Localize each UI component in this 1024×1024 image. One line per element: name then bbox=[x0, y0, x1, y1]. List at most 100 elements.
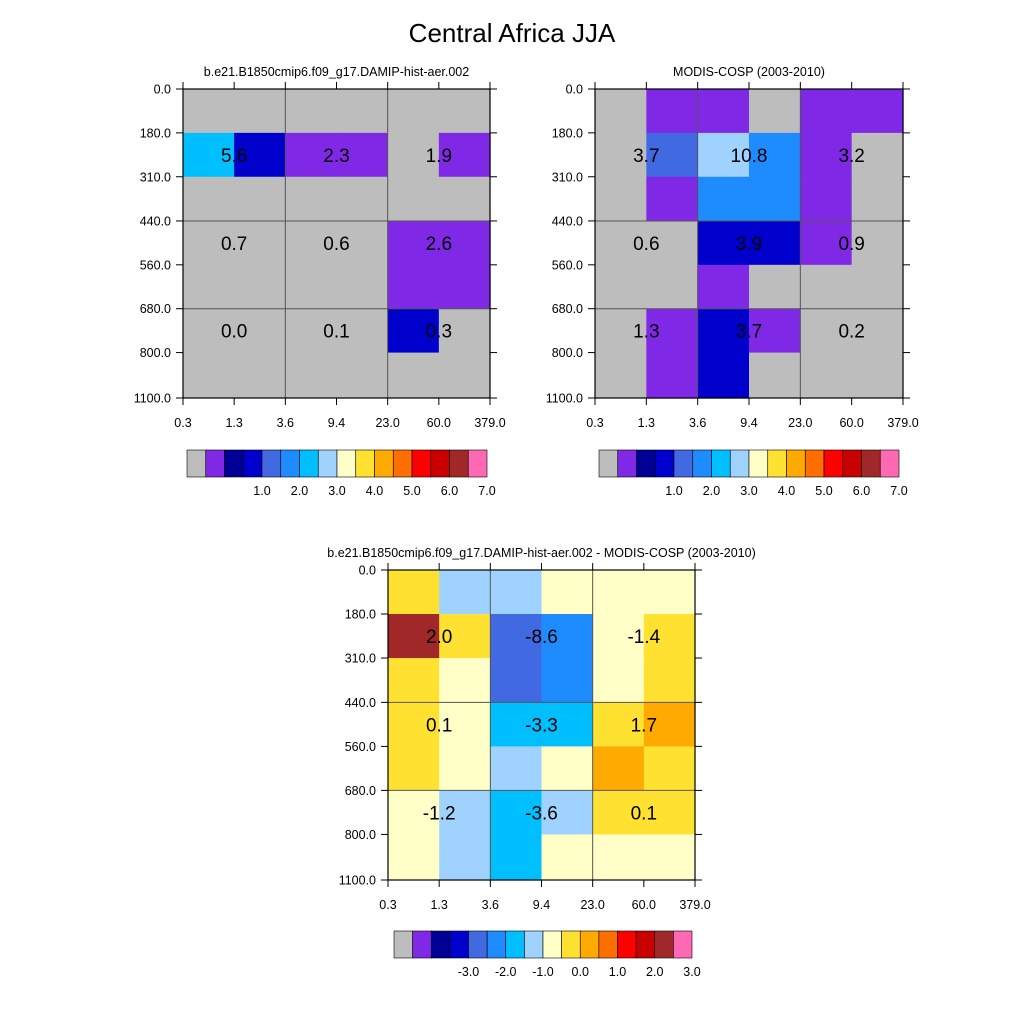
y-tick-label: 0.0 bbox=[359, 564, 376, 578]
heatmap-cell bbox=[336, 176, 389, 222]
heatmap-cell bbox=[800, 220, 853, 266]
heatmap-cell bbox=[595, 352, 647, 399]
heatmap-cell bbox=[643, 658, 696, 703]
colorbar-swatch bbox=[673, 449, 694, 478]
heatmap-cell bbox=[595, 308, 647, 354]
colorbar-swatch bbox=[654, 930, 674, 959]
colorbar-tick-label: 2.0 bbox=[291, 484, 308, 498]
heatmap-cell bbox=[183, 264, 235, 310]
y-tick-label: 440.0 bbox=[552, 214, 583, 228]
heatmap-cell bbox=[183, 176, 235, 222]
data-label: 0.6 bbox=[633, 234, 659, 255]
heatmap-cell bbox=[592, 570, 645, 615]
data-label: -1.2 bbox=[423, 803, 456, 824]
heatmap-cell bbox=[234, 176, 286, 222]
data-label: 3.2 bbox=[838, 146, 864, 167]
heatmap-cell bbox=[183, 352, 235, 399]
data-label: 2.6 bbox=[426, 234, 452, 255]
heatmap-cell bbox=[541, 570, 594, 615]
colorbar-swatch bbox=[654, 449, 675, 478]
y-tick-label: 680.0 bbox=[140, 302, 171, 316]
heatmap-cell bbox=[851, 220, 904, 266]
heatmap-cell bbox=[183, 220, 235, 266]
heatmap-cell bbox=[646, 220, 699, 266]
heatmap-cell bbox=[490, 746, 543, 792]
colorbar-swatch bbox=[617, 930, 637, 959]
heatmap-cell bbox=[697, 220, 750, 266]
x-tick-label: 3.6 bbox=[689, 416, 706, 430]
colorbar-tick-label: 1.0 bbox=[253, 484, 270, 498]
colorbar-swatch bbox=[392, 449, 413, 478]
colorbar-swatch bbox=[317, 449, 338, 478]
colorbar-tick-label: 3.0 bbox=[683, 965, 700, 979]
heatmap-cell bbox=[387, 176, 440, 222]
heatmap-cell bbox=[643, 570, 696, 615]
heatmap-cell bbox=[490, 614, 543, 659]
heatmap-cell bbox=[646, 352, 699, 399]
heatmap-cell bbox=[336, 308, 389, 354]
x-tick-label: 23.0 bbox=[375, 416, 399, 430]
heatmap-cell bbox=[388, 746, 440, 792]
colorbar-swatch bbox=[561, 930, 581, 959]
heatmap-cell bbox=[749, 89, 801, 134]
heatmap-cell bbox=[851, 176, 904, 222]
data-label: 0.3 bbox=[426, 322, 452, 343]
heatmap-cell bbox=[749, 264, 801, 310]
colorbar-swatch bbox=[336, 449, 357, 478]
colorbar-tick-label: 7.0 bbox=[478, 484, 495, 498]
heatmap-cell bbox=[234, 220, 286, 266]
data-label: 1.3 bbox=[633, 322, 659, 343]
x-tick-label: 23.0 bbox=[580, 898, 604, 912]
heatmap-cell bbox=[388, 614, 440, 659]
colorbar-tick-label: 6.0 bbox=[441, 484, 458, 498]
heatmap-cell bbox=[851, 352, 904, 399]
heatmap-cell bbox=[439, 702, 491, 747]
heatmap-cell bbox=[387, 220, 440, 266]
colorbar-tick-label: -2.0 bbox=[495, 965, 517, 979]
colorbar: -3.0 -2.0 -1.0 0.0 1.0 2.0 3.0 bbox=[393, 930, 701, 979]
colorbar-tick-label: 1.0 bbox=[609, 965, 626, 979]
colorbar-tick-label: 3.0 bbox=[328, 484, 345, 498]
y-tick-label: 310.0 bbox=[552, 170, 583, 184]
y-tick-label: 180.0 bbox=[345, 608, 376, 622]
heatmap-cell bbox=[336, 220, 389, 266]
heatmap-cell bbox=[646, 308, 699, 354]
colorbar-tick-label: 2.0 bbox=[703, 484, 720, 498]
subplot-title: MODIS-COSP (2003-2010) bbox=[673, 65, 825, 79]
colorbar-swatch bbox=[205, 449, 225, 478]
x-tick-label: 0.3 bbox=[174, 416, 191, 430]
colorbar-swatch bbox=[224, 449, 244, 478]
heatmap-cell bbox=[697, 264, 750, 310]
y-tick-label: 310.0 bbox=[345, 652, 376, 666]
x-tick-label: 60.0 bbox=[632, 898, 656, 912]
heatmap-cell bbox=[646, 264, 699, 310]
heatmap-cell bbox=[183, 89, 235, 134]
colorbar-swatch bbox=[879, 449, 900, 478]
colorbar-tick-label: 1.0 bbox=[665, 484, 682, 498]
data-label: 2.0 bbox=[426, 627, 452, 648]
heatmap-cell bbox=[439, 658, 491, 703]
heatmap-cell bbox=[800, 264, 853, 310]
x-tick-label: 0.3 bbox=[586, 416, 603, 430]
heatmap-cell bbox=[541, 834, 594, 881]
data-label: 1.7 bbox=[631, 715, 657, 736]
heatmap-cell bbox=[387, 132, 440, 178]
heatmap-cell bbox=[851, 89, 904, 134]
heatmap-cell bbox=[438, 352, 491, 399]
colorbar-swatch bbox=[261, 449, 282, 478]
heatmap-cell bbox=[697, 308, 750, 354]
heatmap-cell bbox=[336, 89, 389, 134]
heatmap-cell bbox=[439, 570, 491, 615]
heatmap-cell bbox=[646, 89, 699, 134]
colorbar: 1.0 2.0 3.0 4.0 5.0 6.0 7.0 bbox=[186, 449, 496, 498]
heatmap-cell bbox=[490, 570, 543, 615]
heatmap-cell bbox=[490, 834, 543, 881]
heatmap-cell bbox=[595, 132, 647, 178]
data-label: -8.6 bbox=[525, 627, 558, 648]
data-label: 0.2 bbox=[838, 322, 864, 343]
data-label: 0.7 bbox=[221, 234, 247, 255]
colorbar-swatch bbox=[861, 449, 881, 478]
heatmap-cell bbox=[800, 308, 853, 354]
colorbar-tick-label: 3.0 bbox=[740, 484, 757, 498]
